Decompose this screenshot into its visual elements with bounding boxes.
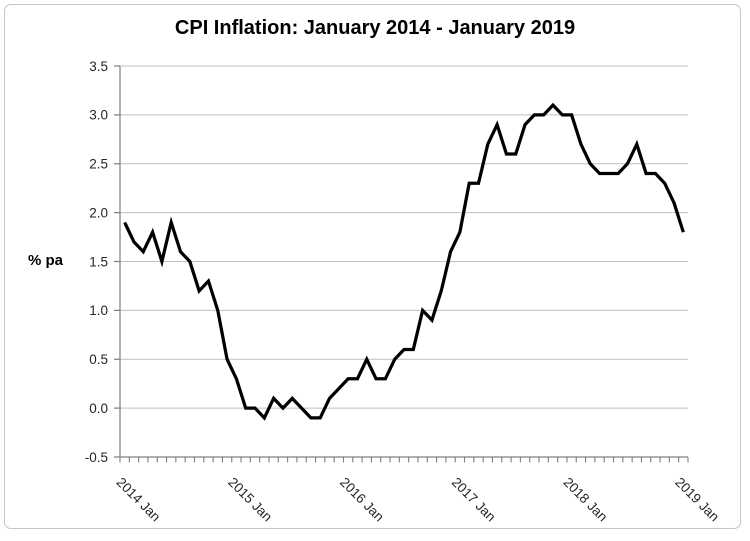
y-axis-unit-label: % pa <box>28 252 64 269</box>
cpi-data-line <box>123 102 685 421</box>
y-axis-tick-label: 3.0 <box>89 108 108 123</box>
x-axis-tick-label: 2014 Jan <box>114 475 164 525</box>
x-axis-tick-label: 2018 Jan <box>560 475 610 525</box>
y-axis-tick-label: 2.5 <box>89 157 108 172</box>
chart-title: CPI Inflation: January 2014 - January 20… <box>174 17 576 39</box>
x-axis-tick-label: 2016 Jan <box>337 475 387 525</box>
y-axis-tick-label: 1.0 <box>89 303 108 318</box>
y-axis-tick-label: 1.5 <box>89 254 108 269</box>
chart-frame <box>4 4 741 529</box>
x-axis-tick-label: 2017 Jan <box>449 475 499 525</box>
y-axis-tick-label: -0.5 <box>85 450 108 465</box>
y-axis-tick-label: 3.5 <box>89 59 108 74</box>
y-axis-tick-label: 0.5 <box>89 352 108 367</box>
y-axis-tick-label: 2.0 <box>89 205 108 220</box>
x-axis-tick-label: 2019 Jan <box>672 475 722 525</box>
x-axis-tick-label: 2015 Jan <box>225 475 275 525</box>
y-axis-tick-label: 0.0 <box>89 401 108 416</box>
